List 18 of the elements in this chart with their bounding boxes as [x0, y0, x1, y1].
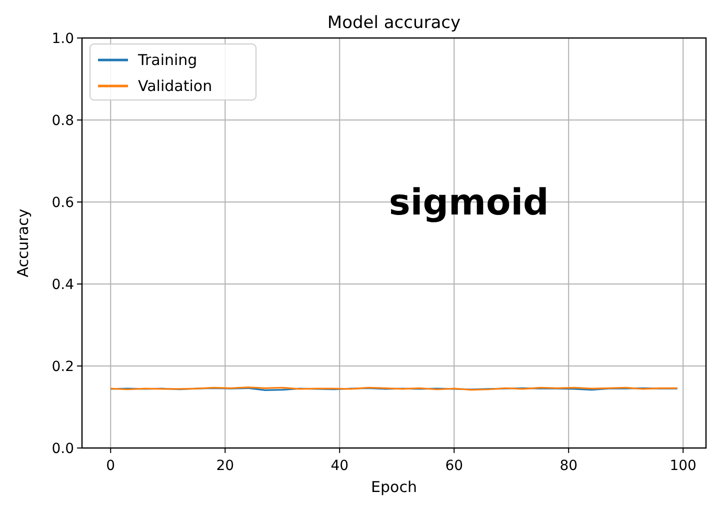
x-tick-label: 80: [560, 458, 578, 474]
legend-label: Training: [137, 51, 198, 69]
y-tick-label: 1.0: [52, 31, 74, 47]
legend-label: Validation: [138, 77, 212, 95]
x-tick-label: 20: [216, 458, 234, 474]
y-tick-label: 0.6: [52, 195, 74, 211]
x-tick-label: 0: [106, 458, 116, 474]
annotation: sigmoid: [388, 182, 549, 224]
y-tick-label: 0.0: [52, 441, 74, 457]
y-tick-label: 0.4: [52, 277, 74, 293]
x-axis-title: Epoch: [371, 478, 417, 496]
x-tick-label: 100: [670, 458, 696, 474]
y-axis-title: Accuracy: [14, 208, 32, 278]
y-tick-label: 0.8: [52, 113, 74, 129]
x-tick-label: 40: [330, 458, 349, 474]
y-tick-label: 0.2: [52, 359, 74, 375]
x-tick-label: 60: [445, 458, 464, 474]
chart-title: Model accuracy: [327, 13, 461, 33]
